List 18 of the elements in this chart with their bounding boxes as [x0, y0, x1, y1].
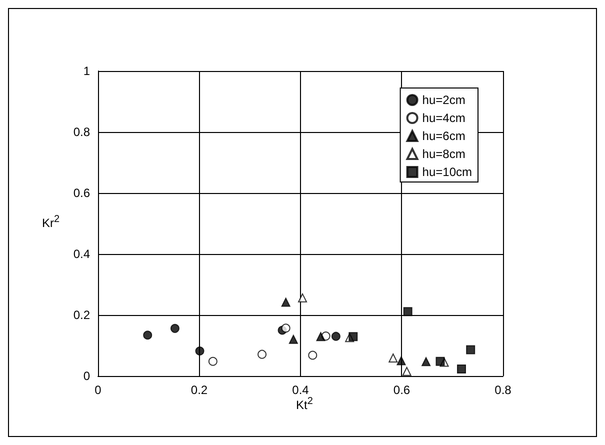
x-tick-label: 0.4 [292, 383, 310, 397]
legend-label: hu=6cm [422, 129, 466, 143]
x-tick-label: 0.8 [494, 383, 512, 397]
x-axis-title: Kt$^{2}$ [295, 396, 314, 412]
y-tick-label: 0.6 [73, 186, 90, 200]
x-tick-label: 0.2 [190, 383, 208, 397]
x-tick-label: 0 [94, 383, 102, 397]
y-tick-label: 0 [83, 369, 90, 383]
x-tick-label: 0.6 [393, 383, 410, 397]
legend-label: hu=4cm [422, 111, 466, 125]
y-axis-title: Kr$^{2}$ [42, 214, 60, 230]
legend-label: hu=8cm [422, 147, 466, 161]
legend-label: hu=2cm [422, 93, 466, 107]
y-tick-label: 0.8 [73, 125, 90, 139]
y-tick-label: 1 [83, 64, 90, 78]
y-tick-label: 0.4 [73, 247, 90, 261]
y-tick-label: 0.2 [73, 308, 90, 322]
legend-label: hu=10cm [422, 165, 472, 179]
